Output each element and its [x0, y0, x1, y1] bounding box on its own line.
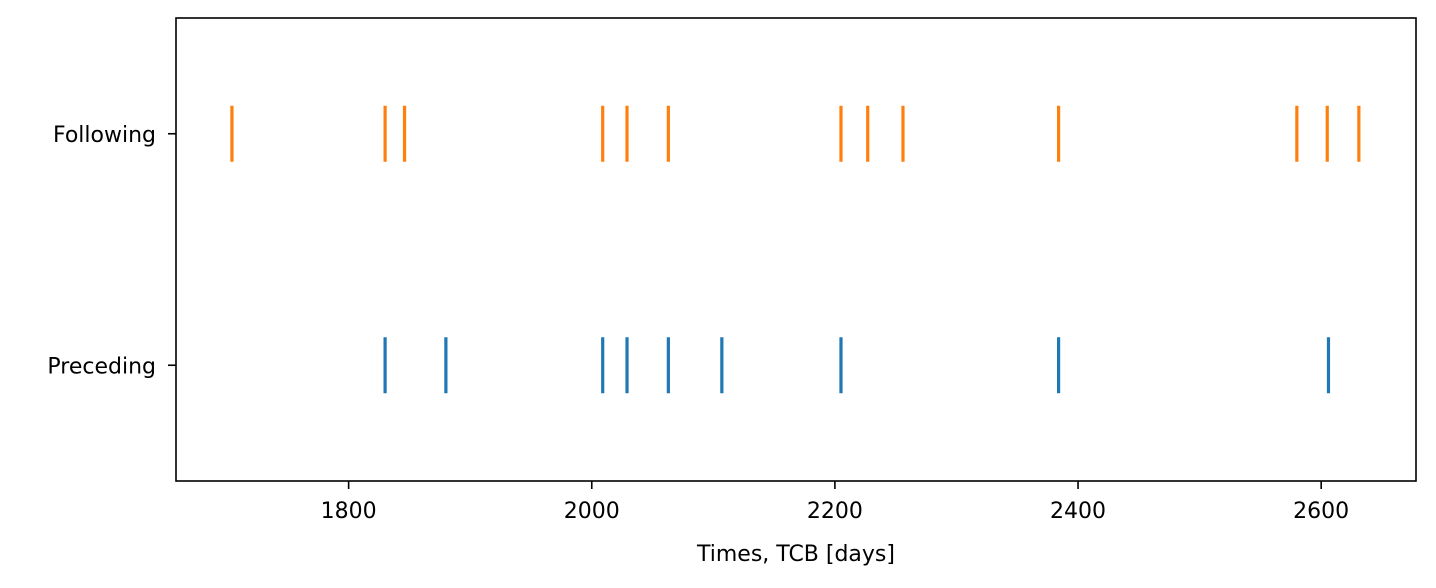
x-tick-label: 2200	[807, 499, 863, 524]
x-axis-ticks: 1800 2000 2200 2400 2600	[321, 481, 1349, 524]
plot-frame	[175, 17, 1417, 482]
x-tick-label: 2000	[564, 499, 620, 524]
y-tick-label-following: Following	[53, 123, 156, 148]
x-tick-label: 2400	[1050, 499, 1106, 524]
plot-background	[176, 18, 1416, 481]
x-tick-label: 2600	[1293, 499, 1349, 524]
x-axis-label: Times, TCB [days]	[696, 542, 895, 567]
event-marks	[230, 105, 1361, 394]
y-tick-label-preceding: Preceding	[47, 354, 156, 379]
x-tick-label: 1800	[321, 499, 377, 524]
y-axis-ticks: Preceding Following	[47, 123, 176, 379]
